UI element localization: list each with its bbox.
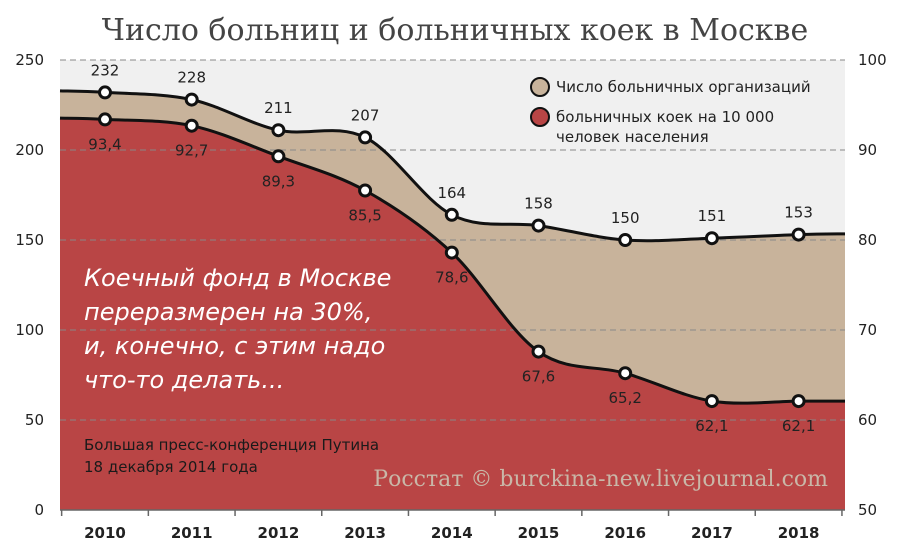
marker-organizations (531, 218, 546, 233)
data-label-organizations: 164 (437, 184, 466, 202)
y-left-tick-label: 50 (25, 411, 44, 429)
x-tick-label: 2018 (778, 524, 820, 542)
y-right-tick-label: 90 (858, 141, 877, 159)
data-label-beds: 89,3 (262, 172, 295, 190)
y-axis-right: 50 60 70 80 90 100 (858, 51, 887, 519)
data-label-beds: 92,7 (175, 142, 208, 160)
marker-organizations (791, 227, 806, 242)
data-label-organizations: 228 (177, 69, 206, 87)
quote-annotation: Коечный фонд в Москве переразмерен на 30… (84, 264, 391, 394)
legend-swatch-beds (530, 107, 550, 127)
y-axis-left: 0 50 100 150 200 250 (15, 51, 44, 519)
y-left-tick-label: 250 (15, 51, 44, 69)
y-left-tick-label: 200 (15, 141, 44, 159)
source-line-2: 18 декабря 2014 года (84, 458, 258, 476)
data-label-organizations: 151 (698, 207, 727, 225)
x-tick-label: 2015 (518, 524, 560, 542)
y-left-tick-label: 150 (15, 231, 44, 249)
y-right-tick-label: 50 (858, 501, 877, 519)
marker-organizations (358, 130, 373, 145)
data-label-organizations: 232 (91, 61, 120, 79)
marker-beds (358, 183, 373, 198)
data-label-organizations: 158 (524, 195, 553, 213)
marker-beds (444, 245, 459, 260)
marker-organizations (704, 231, 719, 246)
marker-beds (531, 344, 546, 359)
data-label-organizations: 207 (351, 106, 380, 124)
legend-label-organizations: Число больничных организаций (556, 78, 811, 96)
marker-organizations (98, 85, 112, 100)
marker-organizations (618, 233, 633, 247)
data-label-organizations: 211 (264, 99, 293, 117)
data-label-beds: 62,1 (695, 417, 728, 435)
data-labels: 232 93,4 228 92,7 211 89,3 207 85,5 164 78,6 158 67… (88, 61, 815, 435)
credit-watermark: Росстат © burckina-new.livejournal.com (373, 467, 828, 492)
y-right-tick-label: 60 (858, 411, 877, 429)
data-label-beds: 65,2 (608, 389, 641, 407)
marker-beds (184, 118, 199, 133)
hospital-beds-area (60, 118, 845, 510)
y-right-tick-label: 80 (858, 231, 877, 249)
marker-beds (791, 394, 806, 409)
quote-line-1: Коечный фонд в Москве (84, 264, 391, 292)
x-tick-label: 2016 (604, 524, 646, 542)
data-label-organizations: 150 (611, 209, 640, 227)
data-label-beds: 78,6 (435, 269, 468, 287)
marker-organizations (444, 207, 459, 222)
legend-swatch-organizations (530, 77, 550, 97)
chart-title: Число больниц и больничных коек в Москве (102, 13, 808, 48)
legend-label-beds-line1: больничных коек на 10 000 (556, 108, 774, 126)
marker-beds (98, 112, 112, 127)
data-markers (98, 85, 806, 409)
y-left-tick-label: 0 (34, 501, 44, 519)
x-tick-label: 2011 (171, 524, 213, 542)
marker-beds (704, 394, 719, 409)
legend: Число больничных организаций больничных … (530, 77, 811, 146)
marker-beds (618, 366, 633, 381)
data-label-beds: 62,1 (782, 417, 815, 435)
marker-organizations (271, 123, 286, 138)
x-tick-label: 2013 (344, 524, 386, 542)
quote-line-4: что-то делать... (84, 366, 284, 394)
data-label-beds: 85,5 (348, 207, 381, 225)
data-label-organizations: 153 (784, 204, 813, 222)
marker-beds (271, 149, 286, 164)
quote-line-2: переразмерен на 30%, (84, 298, 372, 326)
quote-line-3: и, конечно, с этим надо (84, 332, 385, 360)
legend-label-beds-line2: человек населения (556, 128, 709, 146)
x-tick-label: 2017 (691, 524, 733, 542)
y-right-tick-label: 100 (858, 51, 887, 69)
y-left-tick-label: 100 (15, 321, 44, 339)
y-right-tick-label: 70 (858, 321, 877, 339)
x-tick-label: 2012 (258, 524, 300, 542)
data-label-beds: 67,6 (522, 368, 555, 386)
x-axis: 2010 2011 2012 2013 2014 2015 2016 2017 2018 (60, 509, 845, 542)
data-label-beds: 93,4 (88, 135, 121, 153)
marker-organizations (184, 92, 199, 107)
source-note: Большая пресс-конференция Путина 18 дека… (84, 436, 379, 476)
x-tick-label: 2014 (431, 524, 473, 542)
x-tick-label: 2010 (84, 524, 126, 542)
source-line-1: Большая пресс-конференция Путина (84, 436, 379, 454)
